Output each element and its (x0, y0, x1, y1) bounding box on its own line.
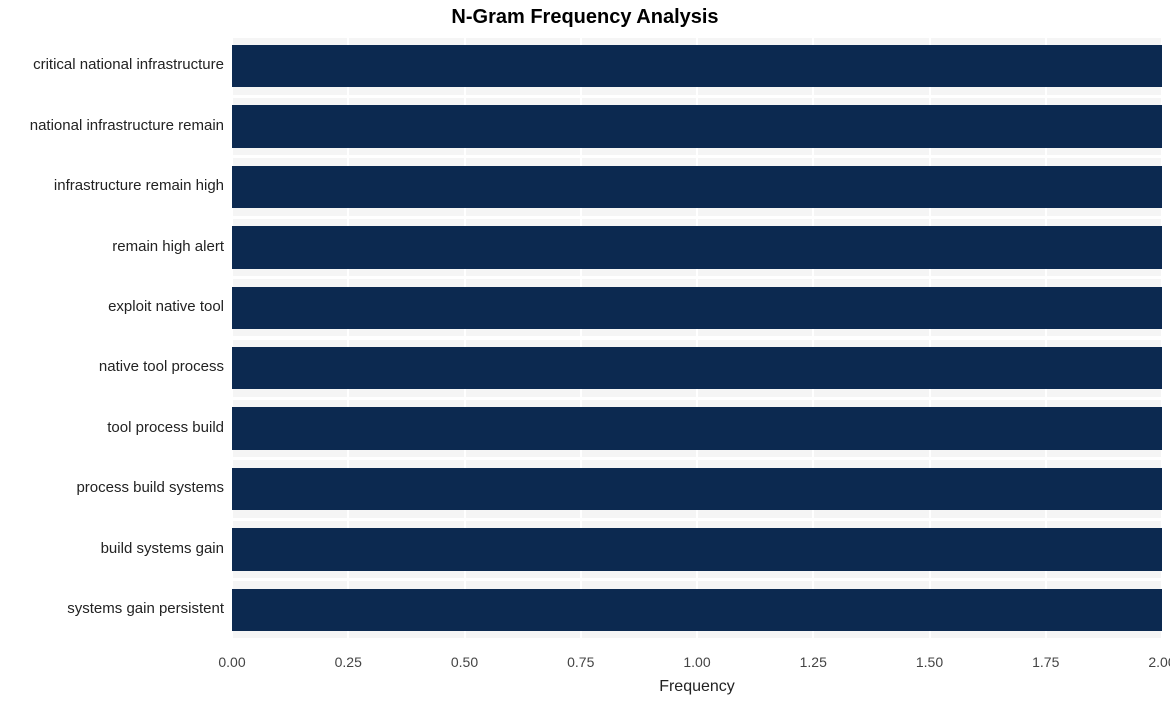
y-tick-label: exploit native tool (108, 298, 224, 315)
x-tick-label: 1.75 (1032, 654, 1059, 670)
ngram-frequency-chart: N-Gram Frequency Analysis critical natio… (0, 0, 1170, 701)
y-tick-label: process build systems (76, 479, 224, 496)
x-tick-label: 1.00 (683, 654, 710, 670)
bar (232, 347, 1162, 389)
x-tick-label: 0.75 (567, 654, 594, 670)
y-tick-label: remain high alert (112, 238, 224, 255)
x-tick-label: 1.50 (916, 654, 943, 670)
bar (232, 589, 1162, 631)
y-tick-label: national infrastructure remain (30, 117, 224, 134)
bar (232, 45, 1162, 87)
bar (232, 407, 1162, 449)
y-tick-label: native tool process (99, 358, 224, 375)
y-tick-label: infrastructure remain high (54, 177, 224, 194)
bar (232, 105, 1162, 147)
bar (232, 528, 1162, 570)
chart-title: N-Gram Frequency Analysis (0, 6, 1170, 29)
y-tick-label: build systems gain (101, 540, 224, 557)
bar (232, 226, 1162, 268)
x-tick-label: 0.00 (218, 654, 245, 670)
plot-area (232, 36, 1162, 640)
y-tick-label: critical national infrastructure (33, 56, 224, 73)
x-tick-label: 2.00 (1148, 654, 1170, 670)
x-axis-label: Frequency (232, 678, 1162, 696)
y-tick-label: systems gain persistent (67, 600, 224, 617)
x-tick-label: 1.25 (800, 654, 827, 670)
x-tick-label: 0.25 (335, 654, 362, 670)
bar (232, 468, 1162, 510)
bar (232, 166, 1162, 208)
x-tick-label: 0.50 (451, 654, 478, 670)
y-tick-label: tool process build (107, 419, 224, 436)
bar (232, 287, 1162, 329)
